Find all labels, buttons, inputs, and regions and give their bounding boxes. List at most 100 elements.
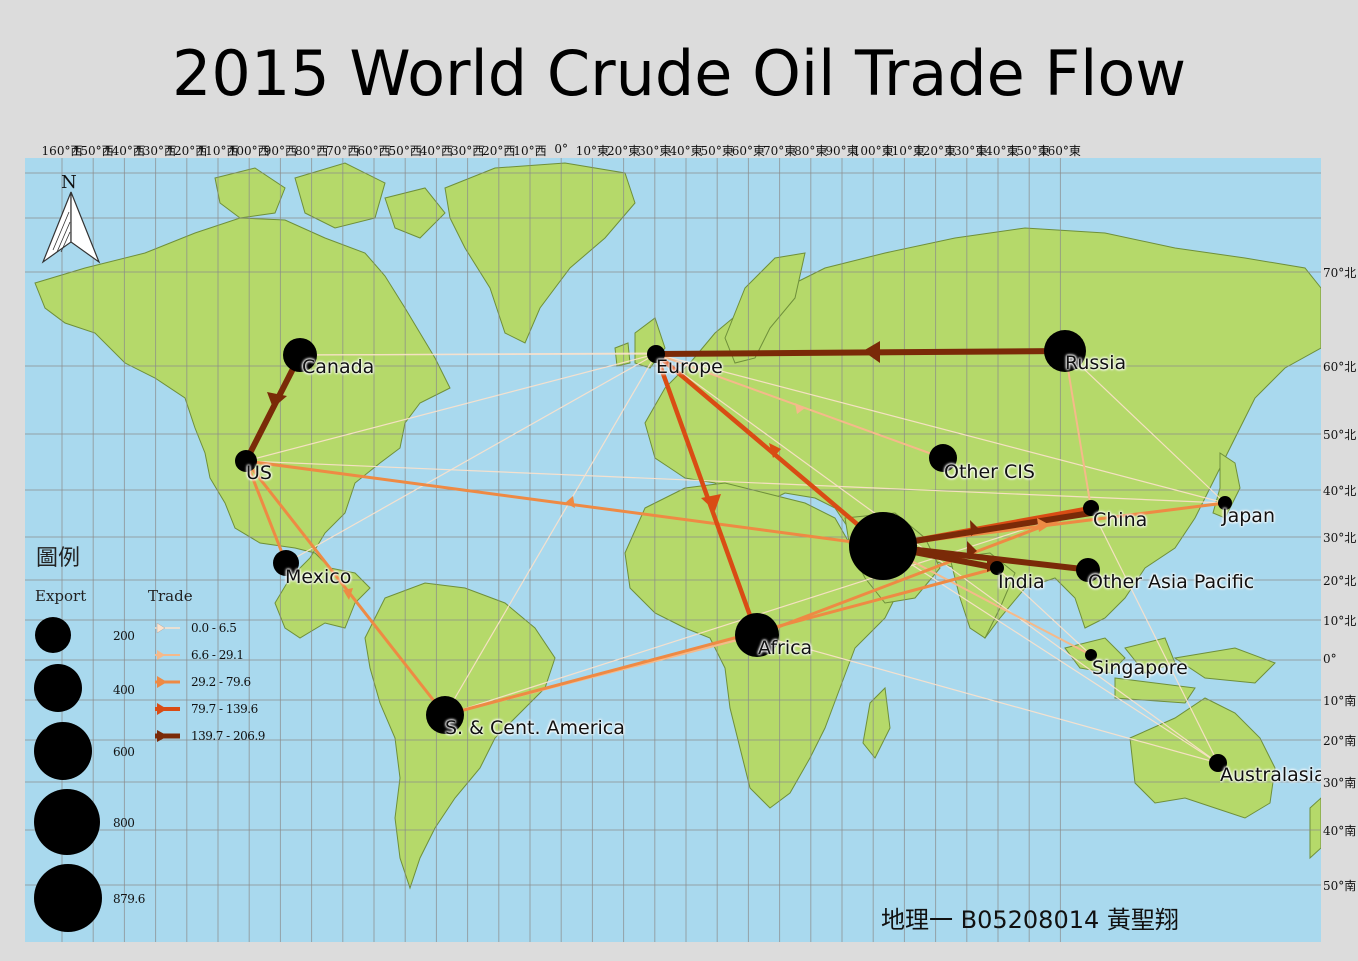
north-arrow <box>39 172 103 268</box>
legend-trade-class: 29.2 - 79.6 <box>191 675 251 689</box>
label-europe: Europe <box>656 356 723 378</box>
longitude-label: 100°西 <box>228 144 270 158</box>
longitude-label: 120°西 <box>166 144 208 158</box>
legend-trade-class: 0.0 - 6.5 <box>191 621 237 635</box>
longitude-label: 70°西 <box>326 144 360 158</box>
flow-medium <box>444 566 998 717</box>
flow-faint <box>1064 350 1226 504</box>
arrow-me-china <box>970 520 980 536</box>
label-japan: Japan <box>1222 505 1275 527</box>
flow-faint <box>655 353 1226 504</box>
legend-export-400 <box>34 664 82 712</box>
flow-light <box>882 545 1092 656</box>
legend-export-value: 879.6 <box>113 892 145 906</box>
legend-trade-class: 139.7 - 206.9 <box>191 729 265 743</box>
label-us: US <box>246 462 272 484</box>
legend-trade-class: 6.6 - 29.1 <box>191 648 244 662</box>
node-us <box>235 450 257 472</box>
arrow-me-india <box>967 541 977 558</box>
legend-export-value: 600 <box>113 745 135 759</box>
longitude-label: 130°東 <box>946 144 988 158</box>
arrow-me-europe <box>769 443 781 458</box>
land-new-zealand <box>1309 797 1321 860</box>
flow-light <box>1064 350 1092 509</box>
node-russia <box>1044 330 1086 372</box>
trade-flows <box>243 341 1226 764</box>
latitude-label: 0° <box>1323 652 1337 666</box>
land-eurasia <box>644 227 1321 640</box>
node-europe <box>647 345 665 363</box>
longitude-label: 160°西 <box>41 144 83 158</box>
longitude-label: 40°東 <box>669 144 703 158</box>
node-canada <box>283 338 317 372</box>
arrow-europe-africa <box>701 494 721 511</box>
map-title: 2015 World Crude Oil Trade Flow <box>171 37 1187 110</box>
longitude-label: 80°西 <box>294 144 329 158</box>
longitude-label: 140°東 <box>977 144 1019 158</box>
latitude-label: 20°南 <box>1323 734 1357 748</box>
latitude-label: 30°南 <box>1323 776 1357 790</box>
legend-export-value: 200 <box>113 629 135 643</box>
flow-faint <box>1090 507 1219 764</box>
longitude-label: 150°東 <box>1008 144 1050 158</box>
longitude-label: 50°東 <box>700 144 734 158</box>
latitude-label: 50°北 <box>1323 428 1357 442</box>
land-greenland <box>444 162 636 344</box>
longitude-label: 60°東 <box>731 144 766 158</box>
arrow-me-cis <box>795 403 805 414</box>
flow-faint <box>285 353 657 564</box>
legend-trade-3-arrow <box>157 676 167 688</box>
node-singapore <box>1085 649 1097 661</box>
flow-medium <box>244 460 288 564</box>
legend-trade-2-arrow <box>157 650 165 660</box>
north-label: N <box>61 172 77 193</box>
flow-faint <box>444 353 657 716</box>
legend-export-879-6 <box>34 864 102 932</box>
longitude-label: 110°東 <box>883 144 925 158</box>
label-canada: Canada <box>302 356 375 378</box>
legend-trade-lines <box>155 622 180 742</box>
longitude-label: 160°東 <box>1039 144 1081 158</box>
land-australia <box>1129 697 1276 819</box>
arrow-sca-us <box>343 588 353 600</box>
label-other-asia-pacific: Other Asia Pacific <box>1088 571 1255 593</box>
flow-faint <box>996 567 1092 656</box>
latitude-label: 40°南 <box>1323 824 1357 838</box>
export-nodes <box>235 330 1232 772</box>
flow-strong <box>653 353 760 636</box>
label-africa: Africa <box>758 637 813 659</box>
arrow-me-japan <box>1037 518 1050 532</box>
legend-symbols <box>34 617 180 932</box>
longitude-label: 60°西 <box>357 144 391 158</box>
legend-export-800 <box>34 789 100 855</box>
label-australasia: Australasia <box>1220 764 1321 786</box>
land-south-america <box>364 582 556 890</box>
longitude-label: 0° <box>554 142 569 156</box>
arrow-canada-us <box>267 392 287 408</box>
longitude-label: 10°東 <box>575 144 610 158</box>
longitude-label: 80°東 <box>794 144 828 158</box>
longitude-label: 20°西 <box>482 144 516 158</box>
legend-trade-4-arrow <box>157 703 167 715</box>
legend-trade-5-arrow <box>157 730 168 742</box>
label-russia: Russia <box>1065 352 1127 374</box>
flow-strong <box>654 352 885 548</box>
flow-faint <box>756 634 1219 764</box>
flow-faint <box>444 507 1092 716</box>
north-arrow-icon <box>41 191 101 264</box>
longitude-label: 30°東 <box>638 144 672 158</box>
legend-export-value: 400 <box>113 683 135 697</box>
longitude-label: 40°西 <box>419 144 454 158</box>
longitude-label: 90°西 <box>263 144 298 158</box>
longitude-label: 130°西 <box>135 144 177 158</box>
longitude-label: 10°西 <box>513 144 547 158</box>
map-frame: N Canada US Mexico S. & Cent. America Eu… <box>25 158 1321 942</box>
land-madagascar <box>862 686 891 759</box>
legend-export-200 <box>35 617 71 653</box>
node-mexico <box>273 550 299 576</box>
node-other-asia-pacific <box>1076 558 1100 582</box>
node-sca <box>426 696 464 734</box>
node-other-cis <box>929 444 957 472</box>
longitude-label: 120°東 <box>915 144 957 158</box>
legend-title: 圖例 <box>36 546 81 571</box>
